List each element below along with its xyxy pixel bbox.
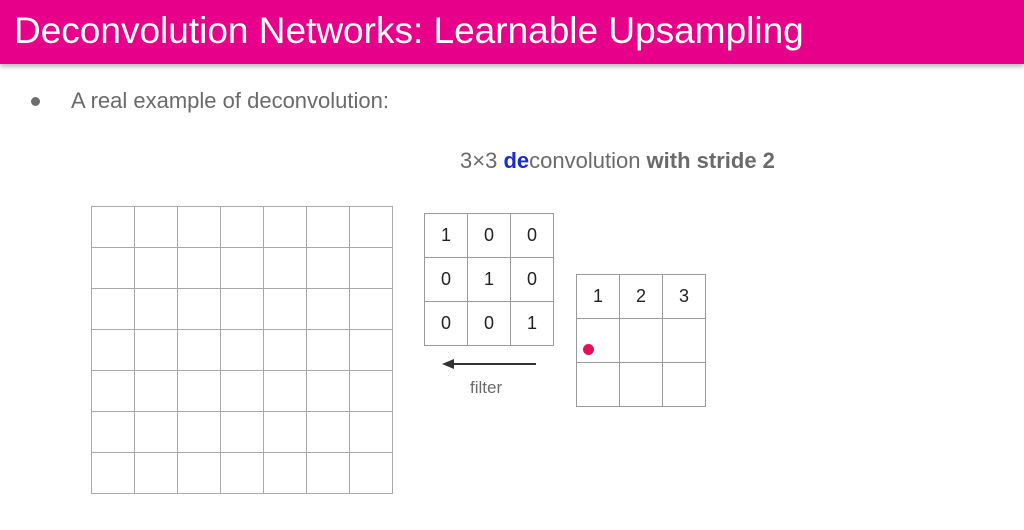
output-grid-row bbox=[91, 206, 393, 248]
output-grid bbox=[91, 206, 393, 494]
filter-label: filter bbox=[470, 378, 503, 397]
output-grid-row bbox=[91, 370, 393, 412]
input-cell bbox=[662, 362, 706, 407]
filter-cell: 0 bbox=[424, 301, 468, 346]
output-grid-cell bbox=[263, 370, 307, 412]
input-cell: 1 bbox=[576, 274, 620, 319]
output-grid-cell bbox=[134, 206, 178, 248]
caption-prefix: 3×3 bbox=[460, 148, 504, 173]
output-grid-cell bbox=[349, 206, 393, 248]
output-grid-row bbox=[91, 329, 393, 371]
output-grid-cell bbox=[91, 206, 135, 248]
dot-marker-icon bbox=[582, 344, 594, 355]
output-grid-cell bbox=[220, 411, 264, 453]
slide-title: Deconvolution Networks: Learnable Upsamp… bbox=[14, 10, 804, 51]
output-grid-cell bbox=[349, 452, 393, 494]
output-grid-cell bbox=[349, 247, 393, 289]
input-cell bbox=[662, 318, 706, 363]
input-grid: 1 2 3 bbox=[576, 274, 706, 407]
output-grid-cell bbox=[220, 288, 264, 330]
output-grid-cell bbox=[91, 288, 135, 330]
output-grid-cell bbox=[263, 411, 307, 453]
output-grid-cell bbox=[263, 329, 307, 371]
input-row bbox=[576, 362, 706, 407]
output-grid-cell bbox=[177, 247, 221, 289]
input-cell: 2 bbox=[619, 274, 663, 319]
caption-middle: convolution bbox=[529, 148, 647, 173]
output-grid-cell bbox=[220, 370, 264, 412]
output-grid-cell bbox=[263, 288, 307, 330]
filter-cell: 1 bbox=[467, 257, 511, 302]
output-grid-row bbox=[91, 247, 393, 289]
output-grid-cell bbox=[306, 288, 350, 330]
input-cell bbox=[619, 362, 663, 407]
caption-de-highlight: de bbox=[503, 148, 530, 173]
input-cell bbox=[619, 318, 663, 363]
output-grid-cell bbox=[306, 452, 350, 494]
output-grid-cell bbox=[349, 288, 393, 330]
output-grid-cell bbox=[177, 370, 221, 412]
output-grid-cell bbox=[177, 288, 221, 330]
output-grid-row bbox=[91, 411, 393, 453]
output-grid-cell bbox=[91, 247, 135, 289]
filter-row: 0 0 1 bbox=[424, 301, 554, 346]
output-grid-cell bbox=[306, 411, 350, 453]
filter-cell: 0 bbox=[467, 301, 511, 346]
output-grid-cell bbox=[349, 329, 393, 371]
filter-cell: 0 bbox=[510, 213, 554, 258]
input-cell bbox=[576, 362, 620, 407]
bullet-icon bbox=[31, 97, 40, 106]
output-grid-cell bbox=[220, 329, 264, 371]
output-grid-cell bbox=[134, 329, 178, 371]
output-grid-cell bbox=[134, 370, 178, 412]
left-arrow-icon bbox=[442, 359, 536, 369]
bullet-text: A real example of deconvolution: bbox=[71, 88, 389, 113]
output-grid-cell bbox=[91, 452, 135, 494]
filter-cell: 1 bbox=[424, 213, 468, 258]
input-cell: 3 bbox=[662, 274, 706, 319]
filter-cell: 0 bbox=[467, 213, 511, 258]
output-grid-cell bbox=[177, 411, 221, 453]
input-row: 1 2 3 bbox=[576, 274, 706, 319]
output-grid-cell bbox=[306, 206, 350, 248]
output-grid-cell bbox=[220, 206, 264, 248]
output-grid-cell bbox=[91, 411, 135, 453]
output-grid-cell bbox=[91, 329, 135, 371]
input-row bbox=[576, 318, 706, 363]
output-grid-cell bbox=[263, 247, 307, 289]
output-grid-cell bbox=[263, 452, 307, 494]
output-grid-row bbox=[91, 288, 393, 330]
output-grid-cell bbox=[177, 329, 221, 371]
filter-cell: 1 bbox=[510, 301, 554, 346]
output-grid-row bbox=[91, 452, 393, 494]
filter-row: 0 1 0 bbox=[424, 257, 554, 302]
output-grid-cell bbox=[134, 288, 178, 330]
output-grid-cell bbox=[263, 206, 307, 248]
output-grid-cell bbox=[220, 452, 264, 494]
output-grid-cell bbox=[134, 247, 178, 289]
output-grid-cell bbox=[349, 370, 393, 412]
diagram-caption: 3×3 deconvolution with stride 2 bbox=[460, 148, 775, 174]
filter-matrix: 1 0 0 0 1 0 0 0 1 bbox=[424, 213, 554, 346]
output-grid-cell bbox=[177, 206, 221, 248]
filter-cell: 0 bbox=[424, 257, 468, 302]
output-grid-cell bbox=[306, 329, 350, 371]
filter-cell: 0 bbox=[510, 257, 554, 302]
output-grid-cell bbox=[306, 370, 350, 412]
filter-row: 1 0 0 bbox=[424, 213, 554, 258]
title-bar: Deconvolution Networks: Learnable Upsamp… bbox=[0, 0, 1024, 64]
output-grid-cell bbox=[349, 411, 393, 453]
caption-stride: with stride 2 bbox=[646, 148, 775, 173]
output-grid-cell bbox=[306, 247, 350, 289]
input-cell bbox=[576, 318, 620, 363]
output-grid-cell bbox=[134, 452, 178, 494]
output-grid-cell bbox=[91, 370, 135, 412]
output-grid-cell bbox=[134, 411, 178, 453]
output-grid-cell bbox=[177, 452, 221, 494]
output-grid-cell bbox=[220, 247, 264, 289]
